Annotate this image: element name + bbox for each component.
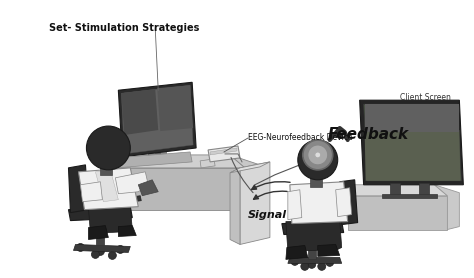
Polygon shape (364, 104, 461, 181)
Bar (100, 160, 112, 175)
Bar (308, 232, 316, 259)
Polygon shape (121, 89, 158, 135)
Bar (382, 194, 438, 198)
Bar (96, 218, 104, 245)
Text: Feedback: Feedback (328, 127, 409, 142)
Polygon shape (69, 165, 89, 213)
Polygon shape (118, 225, 137, 237)
Text: Client Screen: Client Screen (400, 93, 450, 102)
Polygon shape (115, 152, 192, 168)
Circle shape (308, 260, 316, 268)
Polygon shape (157, 85, 193, 131)
Polygon shape (95, 155, 245, 168)
Text: Signal: Signal (248, 210, 287, 220)
Polygon shape (335, 185, 447, 196)
Polygon shape (208, 146, 240, 162)
Polygon shape (89, 206, 132, 234)
Circle shape (301, 262, 309, 270)
Circle shape (298, 140, 337, 180)
Polygon shape (290, 182, 347, 224)
Bar (148, 151, 166, 156)
Polygon shape (125, 196, 141, 203)
Circle shape (116, 245, 124, 254)
Polygon shape (286, 220, 342, 251)
Circle shape (303, 140, 333, 170)
Polygon shape (115, 172, 148, 194)
Polygon shape (347, 196, 447, 230)
Text: EEG-Neurofeedback Device: EEG-Neurofeedback Device (248, 133, 353, 142)
Polygon shape (110, 168, 245, 210)
Bar (155, 138, 160, 153)
Circle shape (86, 126, 130, 170)
Polygon shape (282, 222, 344, 235)
Polygon shape (69, 207, 132, 220)
Polygon shape (200, 159, 215, 168)
Polygon shape (336, 188, 352, 217)
Circle shape (109, 251, 116, 259)
Circle shape (318, 262, 326, 270)
Polygon shape (240, 162, 270, 244)
Polygon shape (81, 182, 102, 202)
Polygon shape (365, 130, 460, 181)
Polygon shape (434, 185, 459, 230)
Bar (419, 183, 429, 195)
Polygon shape (230, 162, 270, 173)
Polygon shape (118, 82, 196, 157)
Polygon shape (121, 85, 193, 154)
Circle shape (315, 152, 321, 158)
Polygon shape (230, 168, 240, 244)
Polygon shape (340, 180, 358, 225)
Bar (310, 173, 322, 187)
Circle shape (326, 258, 334, 266)
Circle shape (291, 257, 299, 265)
Polygon shape (288, 190, 302, 220)
Polygon shape (286, 245, 308, 259)
Polygon shape (360, 100, 463, 185)
Circle shape (308, 145, 328, 165)
Polygon shape (89, 225, 109, 239)
Polygon shape (73, 244, 130, 252)
Bar (390, 183, 400, 195)
Polygon shape (138, 180, 158, 196)
Circle shape (96, 247, 104, 255)
Polygon shape (365, 104, 459, 132)
Circle shape (118, 149, 128, 159)
Circle shape (76, 244, 84, 251)
Polygon shape (95, 170, 118, 202)
Polygon shape (79, 168, 138, 210)
Polygon shape (230, 155, 260, 210)
Text: Set- Stimulation Strategies: Set- Stimulation Strategies (48, 23, 199, 33)
Circle shape (91, 250, 100, 258)
Polygon shape (318, 244, 340, 256)
Polygon shape (210, 148, 237, 155)
Polygon shape (288, 257, 342, 263)
